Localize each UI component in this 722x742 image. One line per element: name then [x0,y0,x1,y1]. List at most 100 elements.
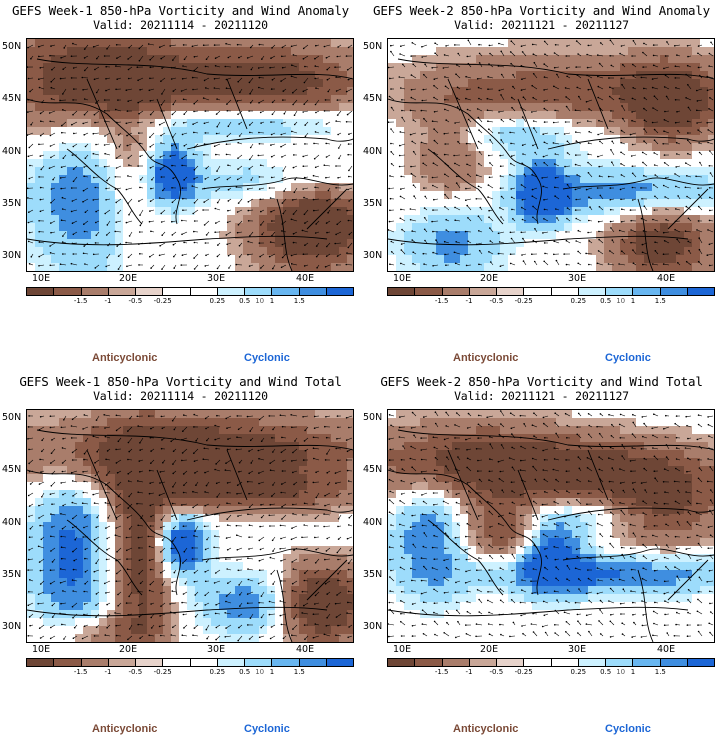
colorbar-swatch [299,288,327,295]
panel-valid-dates: Valid: 20211121 - 20211127 [454,389,629,403]
colorbar-swatch [551,659,579,666]
coastline [637,198,654,271]
wind-vector [205,591,210,596]
wind-vector [555,433,560,439]
wind-vector [61,121,67,126]
wind-vector [115,109,122,112]
anticyclonic-label: Anticyclonic [453,723,519,735]
wind-vector [105,209,111,214]
wind-vector [105,153,111,156]
wind-vector [597,154,604,157]
wind-vector [575,131,582,134]
lat-label: 50N [363,412,383,423]
wind-vector [411,466,417,472]
cyclonic-label: Cyclonic [244,723,290,735]
wind-vector [468,40,472,46]
wind-vector [193,253,199,259]
wind-vector [388,66,395,68]
wind-vector [675,555,681,560]
wind-vector [630,524,637,527]
wind-vector [489,511,494,516]
wind-vector [390,51,395,57]
wind-vector [181,154,188,159]
wind-vector [336,448,342,450]
wind-vector [50,132,56,136]
vorticity-field [27,39,353,271]
wind-vector [708,424,714,428]
wind-vector [71,263,78,266]
wind-vector [115,612,122,615]
wind-vector [554,523,560,527]
wind-vector [82,502,89,505]
colorbar-label: 0.25 [570,297,587,305]
wind-vector [93,492,100,495]
wind-vector [488,128,494,134]
colorbar-swatch [27,288,55,295]
wind-vector [182,448,188,454]
wind-vector [192,634,199,637]
wind-vector [388,635,395,637]
wind-vector [707,88,714,91]
wind-vector [335,470,342,474]
wind-vector [337,569,342,574]
wind-vector [193,209,199,214]
wind-vector [543,261,549,266]
wind-vector [543,423,549,428]
wind-vector [160,547,166,553]
colorbar-swatch [578,659,606,666]
lat-label: 50N [363,41,383,52]
lat-label: 45N [2,93,22,104]
wind-vector [434,140,439,145]
colorbar-label: -0.25 [514,668,533,676]
lat-label: 35N [2,569,22,580]
wind-vector [94,536,100,540]
wind-vector [292,558,298,563]
wind-vector [686,415,692,417]
wind-vector [161,99,166,105]
wind-vector [443,501,450,505]
wind-vector [72,220,78,224]
wind-vector [281,514,287,520]
lat-label: 35N [363,569,383,580]
wind-vector [303,55,309,60]
wind-vector [280,536,287,539]
wind-vector [172,481,177,487]
wind-vector [652,558,659,561]
lon-label: 20E [480,644,499,655]
wind-vector [82,198,89,203]
wind-vector [652,535,659,538]
wind-vector [500,410,505,417]
wind-vector [27,110,34,113]
coastline [186,136,353,150]
wind-vector [214,580,221,584]
wind-vector [411,481,417,484]
wind-vector [663,263,670,266]
wind-vector [522,116,527,123]
colorbar-label: -0.25 [153,297,172,305]
wind-vector [542,231,549,234]
wind-vector [128,253,133,258]
wind-vector [270,66,276,68]
wind-vector [291,414,298,417]
wind-vector [225,66,232,68]
lon-label: 40E [296,273,315,284]
wind-vector [214,176,221,181]
colorbar-swatch [163,659,191,666]
colorbar-unit: 10 [255,297,265,305]
colorbar-label: 0.5 [239,668,251,676]
vorticity-map [26,409,354,643]
wind-vector [696,524,703,527]
wind-vector [652,447,659,450]
wind-vector [28,459,34,464]
wind-vector [347,209,353,211]
wind-vector [597,567,604,571]
wind-vector [116,459,122,464]
wind-vector [610,588,615,593]
wind-vector [576,198,582,200]
wind-vector [641,591,648,594]
wind-vector [565,631,571,637]
wind-vector [621,105,626,112]
wind-vector [27,132,34,136]
lat-label: 40N [363,146,383,157]
wind-vector [238,198,243,204]
